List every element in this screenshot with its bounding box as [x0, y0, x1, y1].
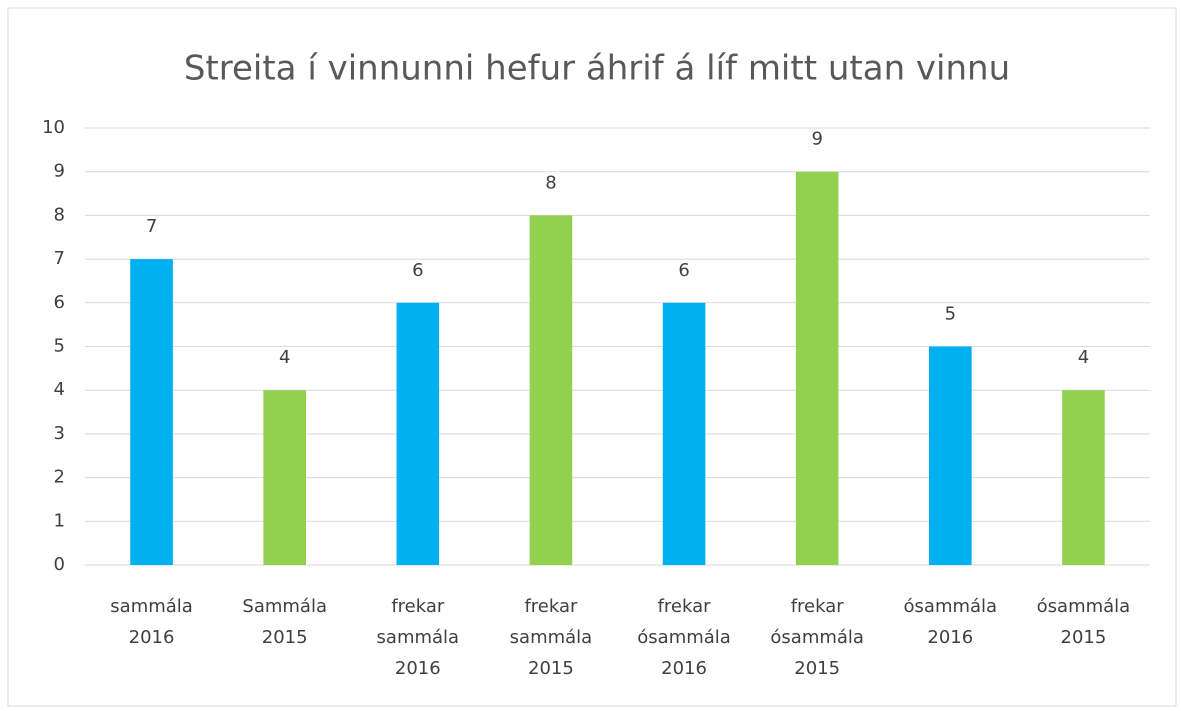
data-label: 5 — [945, 304, 956, 325]
x-tick-label: ósammála 2015 — [1036, 596, 1131, 648]
y-tick-label: 6 — [54, 292, 65, 313]
bar — [130, 259, 173, 565]
y-tick-label: 10 — [42, 117, 65, 138]
data-label: 8 — [545, 172, 556, 193]
data-label: 4 — [1078, 347, 1089, 368]
x-tick-label: frekar ósammála 2016 — [637, 596, 731, 679]
y-tick-label: 5 — [54, 336, 65, 357]
y-tick-label: 9 — [54, 161, 65, 182]
data-label: 9 — [811, 129, 822, 150]
y-tick-label: 2 — [54, 467, 65, 488]
x-tick-label: frekar sammála 2016 — [376, 596, 460, 679]
bar — [263, 390, 306, 565]
bar — [396, 302, 440, 565]
x-tick-label: ósammála 2016 — [903, 596, 998, 648]
x-tick-label: frekar sammála 2015 — [509, 596, 593, 679]
bar — [929, 346, 972, 565]
bar — [529, 215, 573, 565]
y-tick-label: 7 — [54, 248, 65, 269]
data-label: 4 — [279, 347, 290, 368]
chart-border — [7, 7, 1177, 707]
y-tick-label: 0 — [54, 554, 65, 575]
bar — [1062, 390, 1105, 565]
x-tick-label: Sammála 2015 — [242, 596, 327, 648]
x-tick-label: frekar ósammála 2015 — [770, 596, 864, 679]
chart-title: Streita í vinnunni hefur áhrif á líf mit… — [184, 49, 1010, 89]
x-tick-label: sammála 2016 — [110, 596, 193, 648]
bar — [795, 171, 839, 565]
data-label: 6 — [678, 260, 689, 281]
y-tick-label: 4 — [54, 379, 65, 400]
y-tick-label: 1 — [54, 510, 65, 531]
data-label: 7 — [146, 216, 157, 237]
data-label: 6 — [412, 260, 423, 281]
y-tick-label: 3 — [54, 423, 65, 444]
y-tick-label: 8 — [54, 204, 65, 225]
bar — [662, 302, 706, 565]
